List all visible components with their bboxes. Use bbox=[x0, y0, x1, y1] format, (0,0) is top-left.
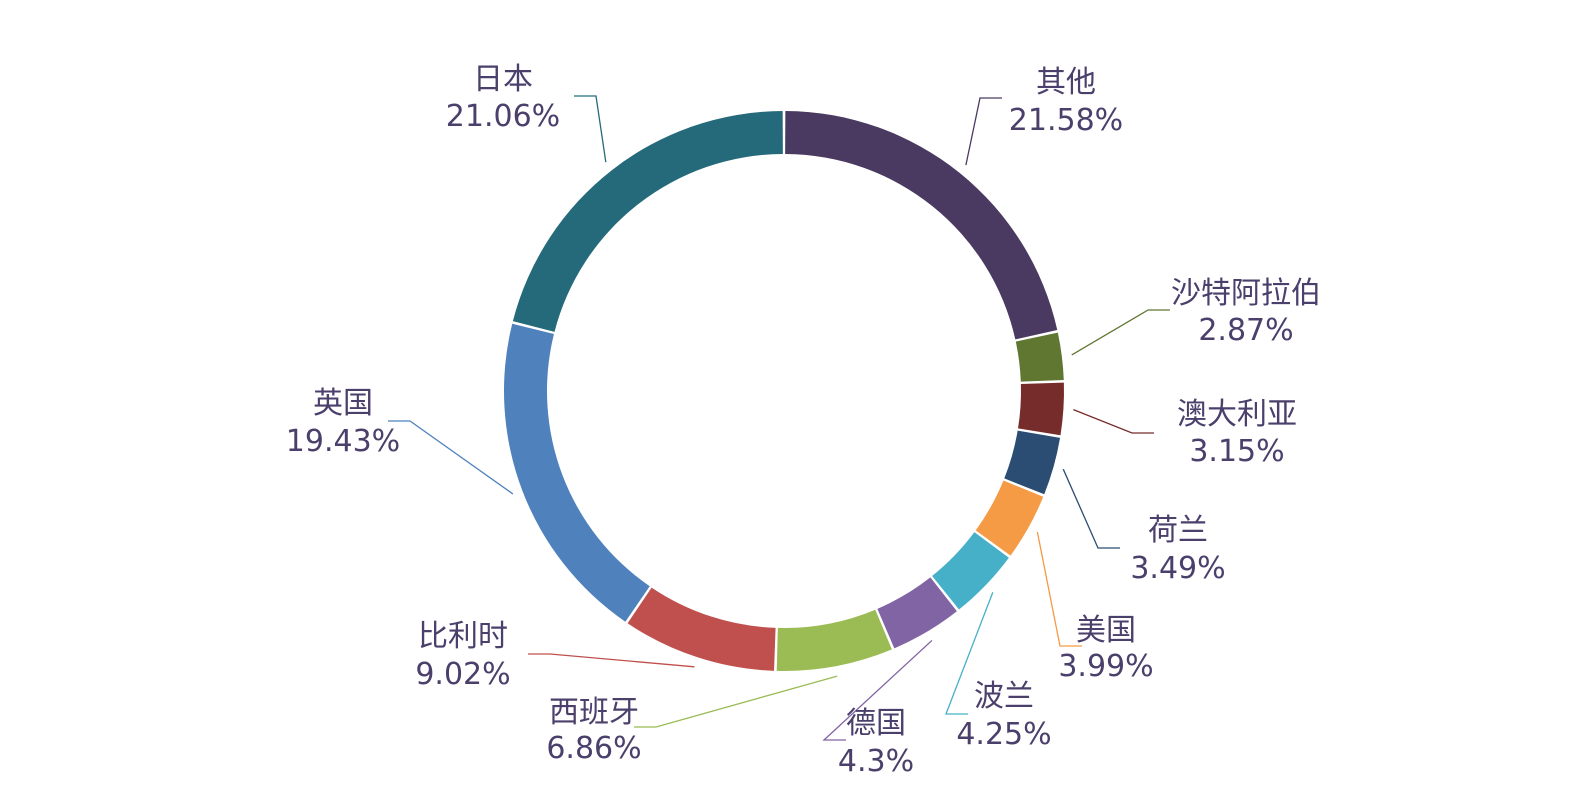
leader-line-7 bbox=[634, 675, 838, 728]
leader-line-3 bbox=[1062, 468, 1120, 549]
slice-0 bbox=[785, 111, 1058, 340]
leader-line-8 bbox=[528, 653, 695, 668]
slices-layer bbox=[503, 111, 1064, 671]
slice-name-label-10: 日本 bbox=[473, 62, 533, 97]
slice-10 bbox=[512, 111, 783, 332]
leader-line-4 bbox=[1036, 531, 1082, 647]
slice-7 bbox=[776, 609, 892, 671]
slice-name-label-7: 西班牙 bbox=[549, 695, 639, 730]
slice-value-label-7: 6.86% bbox=[546, 731, 641, 766]
slice-name-label-3: 荷兰 bbox=[1148, 513, 1208, 548]
slice-6 bbox=[877, 577, 957, 649]
slice-value-label-9: 19.43% bbox=[286, 424, 400, 459]
slice-value-label-6: 4.3% bbox=[838, 744, 914, 779]
leader-line-9 bbox=[388, 420, 514, 495]
slice-5 bbox=[932, 532, 1009, 610]
slice-value-label-5: 4.25% bbox=[956, 717, 1051, 752]
slice-value-label-4: 3.99% bbox=[1058, 649, 1153, 684]
slice-name-label-2: 澳大利亚 bbox=[1177, 397, 1297, 432]
leader-line-1 bbox=[1071, 309, 1170, 356]
slice-value-label-3: 3.49% bbox=[1130, 551, 1225, 586]
leader-line-5 bbox=[945, 591, 994, 715]
slice-4 bbox=[975, 480, 1044, 556]
slice-name-label-1: 沙特阿拉伯 bbox=[1171, 276, 1321, 311]
leader-line-0 bbox=[965, 97, 1002, 166]
slice-name-label-4: 美国 bbox=[1076, 613, 1136, 648]
slice-value-label-10: 21.06% bbox=[446, 99, 560, 134]
leader-line-2 bbox=[1073, 409, 1154, 434]
slice-name-label-8: 比利时 bbox=[418, 619, 508, 654]
slice-1 bbox=[1015, 332, 1064, 382]
slice-value-label-2: 3.15% bbox=[1189, 434, 1284, 469]
leader-lines-layer bbox=[388, 95, 1170, 741]
leader-line-10 bbox=[574, 95, 607, 163]
slice-9 bbox=[503, 323, 650, 622]
slice-name-label-6: 德国 bbox=[846, 706, 906, 741]
leader-line-6 bbox=[822, 639, 933, 741]
slice-name-label-5: 波兰 bbox=[974, 679, 1034, 714]
slice-name-label-9: 英国 bbox=[313, 386, 373, 421]
slice-2 bbox=[1018, 382, 1064, 436]
slice-value-label-8: 9.02% bbox=[415, 657, 510, 692]
slice-8 bbox=[627, 587, 776, 671]
slice-value-label-1: 2.87% bbox=[1198, 313, 1293, 348]
slice-name-label-0: 其他 bbox=[1036, 65, 1096, 100]
slice-3 bbox=[1004, 430, 1061, 495]
slice-value-label-0: 21.58% bbox=[1009, 103, 1123, 138]
